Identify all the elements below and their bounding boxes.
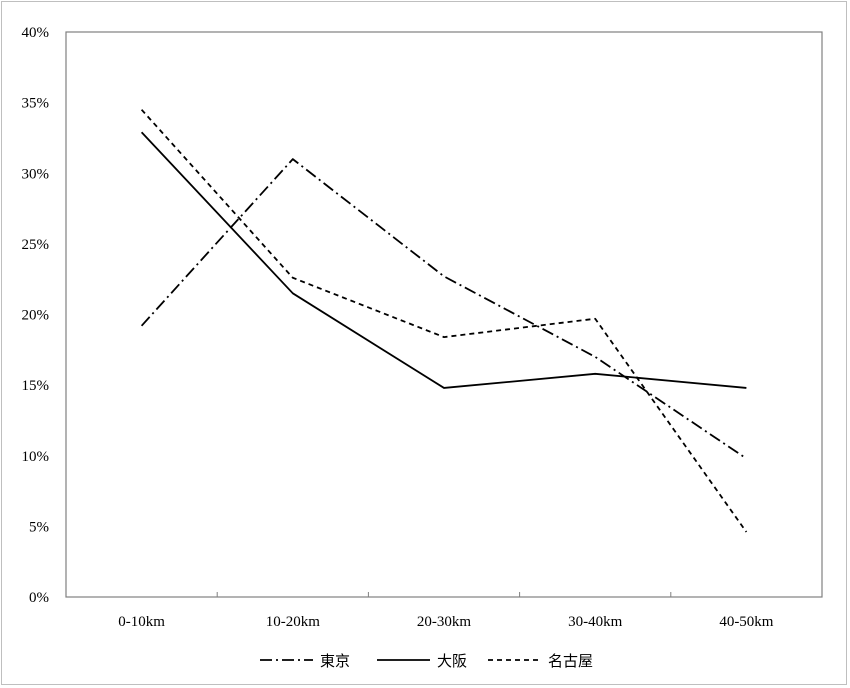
y-tick-label: 10% bbox=[22, 449, 50, 465]
y-tick-label: 20% bbox=[22, 308, 50, 324]
series-line-2 bbox=[140, 131, 747, 389]
series-lines bbox=[140, 109, 748, 533]
y-tick-label: 30% bbox=[22, 166, 50, 182]
x-tick-label: 30-40km bbox=[568, 614, 622, 630]
y-tick-label: 25% bbox=[22, 237, 50, 253]
y-axis-tick-labels: 0% 5% 10% 15% 20% 25% 30% 35% 40% bbox=[22, 25, 50, 606]
legend: 東京 大阪 名古屋 bbox=[260, 652, 593, 670]
y-tick-label: 5% bbox=[29, 519, 49, 535]
x-axis-tick-labels: 0-10km 10-20km 20-30km 30-40km 40-50km bbox=[118, 614, 774, 630]
x-tick-label: 0-10km bbox=[118, 614, 165, 630]
x-tick-label: 20-30km bbox=[417, 614, 471, 630]
plot-area bbox=[65, 31, 823, 598]
series-line-3 bbox=[140, 109, 748, 533]
legend-label-2: 大阪 bbox=[437, 652, 467, 670]
y-tick-label: 40% bbox=[22, 25, 50, 41]
x-tick-label: 40-50km bbox=[719, 614, 773, 630]
x-axis-ticks bbox=[216, 592, 672, 597]
y-tick-label: 0% bbox=[29, 590, 49, 606]
legend-label-1: 東京 bbox=[320, 652, 350, 670]
y-tick-label: 15% bbox=[22, 378, 50, 394]
legend-label-3: 名古屋 bbox=[548, 652, 593, 670]
series-line-1 bbox=[140, 158, 747, 460]
y-tick-label: 35% bbox=[22, 96, 50, 112]
x-tick-label: 10-20km bbox=[266, 614, 320, 630]
